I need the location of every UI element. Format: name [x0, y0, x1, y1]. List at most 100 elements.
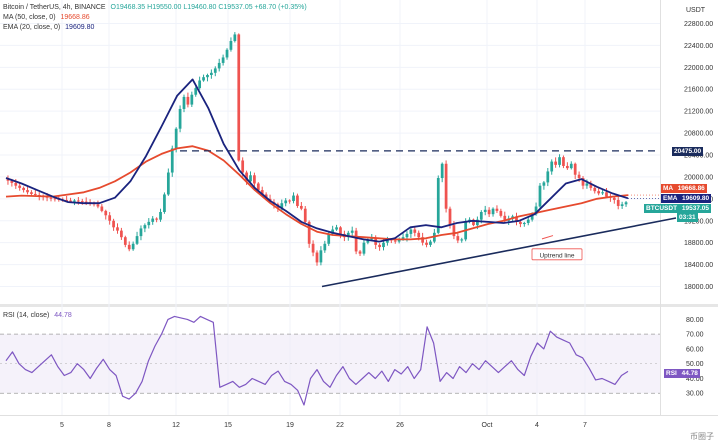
candle-body: [213, 68, 217, 73]
price-tick-label: 22800.00: [684, 21, 713, 28]
rsi-tick-label: 60.00: [686, 346, 704, 353]
candle-body: [143, 225, 147, 229]
candle-body: [84, 201, 88, 203]
candle-body: [331, 229, 335, 234]
candle-body: [429, 241, 432, 245]
candle-body: [487, 209, 491, 215]
candle-body: [249, 175, 252, 182]
candle-body: [65, 199, 69, 201]
candle-body: [116, 227, 119, 231]
candle-body: [370, 238, 374, 240]
time-tick-label: 12: [172, 422, 180, 429]
candle-body: [456, 236, 460, 241]
candle-body: [472, 219, 475, 226]
last-price-symbol: BTCUSDT: [646, 205, 678, 212]
candle-body: [335, 227, 338, 230]
candle-body: [323, 243, 327, 251]
candle-body: [605, 192, 608, 197]
candle-body: [448, 208, 452, 226]
candle-body: [397, 239, 401, 242]
candle-body: [100, 206, 104, 211]
candle-body: [440, 163, 444, 179]
candle-body: [593, 187, 597, 192]
candle-body: [573, 163, 577, 175]
candle-body: [53, 198, 57, 200]
rsi-tick-label: 30.00: [686, 391, 704, 398]
candle-body: [558, 157, 561, 165]
candle-body: [186, 96, 190, 105]
candle-body: [159, 211, 162, 220]
price-tick-label: 19200.00: [684, 218, 713, 225]
candle-body: [565, 165, 569, 169]
candle-body: [225, 49, 229, 58]
ma-legend-label: MA (50, close, 0): [3, 14, 56, 21]
price-tick-label: 20400.00: [684, 153, 713, 160]
candle-body: [217, 62, 221, 69]
pane-separator: [0, 304, 718, 307]
rsi-legend-value: 44.78: [54, 312, 72, 319]
candle-body: [311, 243, 315, 253]
price-tick-label: 21200.00: [684, 109, 713, 116]
candle-body: [315, 252, 319, 263]
price-tick-label: 18400.00: [684, 262, 713, 269]
candle-body: [288, 200, 291, 202]
resistance-price-tag: 20475.00: [672, 147, 704, 156]
candle-body: [620, 204, 624, 206]
candle-body: [30, 192, 33, 194]
time-tick-label: 22: [336, 422, 344, 429]
time-tick-label: 15: [224, 422, 232, 429]
ema-legend[interactable]: EMA (20, close, 0) 19609.80: [3, 23, 94, 32]
currency-label: USDT: [686, 7, 706, 14]
candle-body: [26, 190, 29, 193]
candle-body: [358, 251, 362, 254]
last-price-value: 19537.05: [681, 205, 709, 212]
candle-body: [362, 242, 366, 254]
ma-50-line: [5, 145, 629, 241]
price-tick-label: 22400.00: [684, 43, 713, 50]
candle-body: [503, 215, 507, 221]
candle-body: [417, 232, 421, 238]
candle-body: [452, 225, 456, 237]
rsi-tag: RSI 44.78: [664, 369, 700, 378]
candle-body: [589, 183, 593, 188]
candle-body: [382, 242, 385, 248]
ema-legend-label: EMA (20, close, 0): [3, 24, 61, 31]
candle-body: [18, 185, 22, 188]
candle-body: [292, 195, 295, 202]
candle-body: [534, 206, 538, 215]
rsi-tag-label: RSI: [666, 370, 677, 377]
candle-body: [80, 201, 84, 203]
watermark: 币圈子: [690, 432, 714, 441]
candle-body: [476, 219, 479, 226]
rsi-legend[interactable]: RSI (14, close) 44.78: [3, 311, 72, 320]
rsi-tag-value: 44.78: [681, 370, 698, 377]
ma-legend[interactable]: MA (50, close, 0) 19668.86: [3, 13, 90, 22]
candle-body: [354, 230, 358, 252]
candle-body: [49, 197, 53, 199]
candle-body: [499, 210, 503, 216]
candle-body: [307, 221, 311, 244]
candle-body: [77, 200, 80, 202]
candle-body: [327, 233, 331, 244]
price-tick-label: 20800.00: [684, 131, 713, 138]
candle-body: [366, 239, 370, 243]
candle-body: [166, 172, 170, 195]
candle-body: [554, 161, 557, 165]
symbol-legend: Bitcoin / TetherUS, 4h, BINANCE O19468.3…: [3, 3, 307, 12]
candle-body: [577, 174, 581, 179]
candle-body: [170, 148, 174, 173]
candle-body: [409, 229, 413, 234]
candle-body: [386, 239, 389, 243]
candle-body: [515, 216, 518, 222]
candle-body: [182, 96, 186, 109]
candle-body: [460, 239, 464, 241]
candle-body: [624, 202, 628, 205]
candle-body: [538, 185, 542, 207]
candle-body: [350, 230, 354, 233]
ma-legend-value: 19668.86: [60, 14, 90, 21]
candle-body: [178, 108, 182, 129]
candle-body: [413, 229, 417, 233]
candle-body: [346, 232, 350, 238]
